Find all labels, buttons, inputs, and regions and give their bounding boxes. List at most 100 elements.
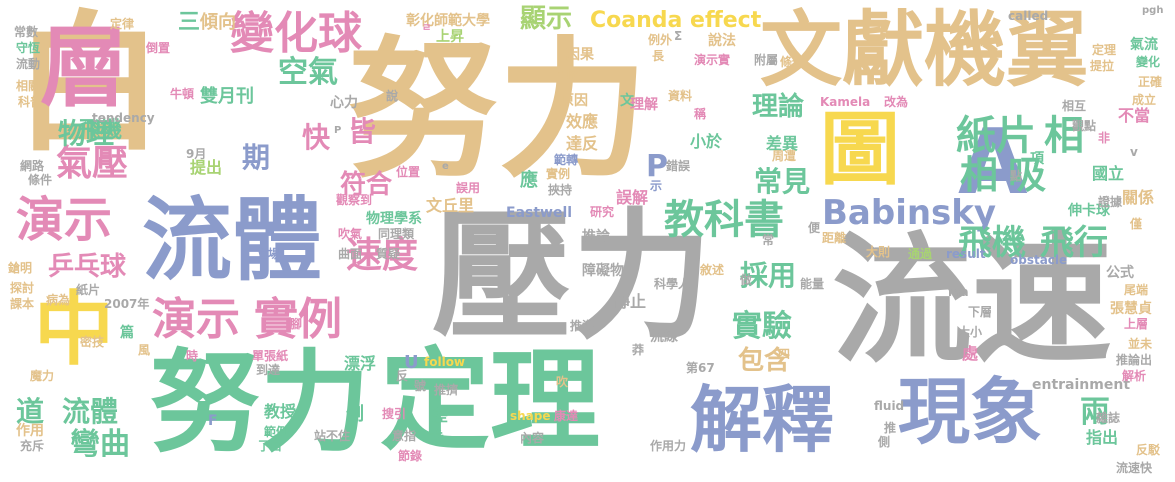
word-cloud-word: 範例 [264,425,289,439]
word-cloud-word: 篇 [120,325,134,341]
word-cloud-word: 康達 [554,409,579,423]
word-cloud-word: entrainment [1032,377,1131,393]
word-cloud-word: 推論出 [1116,353,1153,367]
word-cloud-word: 相關 [16,79,41,93]
word-cloud-word: 位置 [396,165,421,179]
word-cloud-word: 風 [138,343,151,357]
word-cloud-word: 網路 [20,159,45,173]
word-cloud-word: 流體 [62,395,119,428]
word-cloud-word: 四 [778,347,791,361]
word-cloud-word: 演示實 [694,53,731,67]
word-cloud-word: 魔力 [30,369,55,383]
word-cloud-word: 倒置 [146,41,171,55]
word-cloud-word: 演示 [16,192,113,248]
word-cloud-word: 反駁 [1136,443,1161,457]
word-cloud-word: 常見 [754,165,811,198]
word-cloud-word: 點 [1010,169,1023,183]
word-cloud-word: Σ [674,29,683,43]
word-cloud-word: 定理 [380,337,600,465]
word-cloud-word: 誤解 [616,188,649,207]
word-cloud-word: 不當 [1118,106,1151,125]
word-cloud-word: 傾向 [200,12,236,33]
word-cloud-word: 相 [960,153,999,197]
word-cloud-word: 研究 [590,205,615,219]
word-cloud-word: 現象 [898,370,1043,454]
word-cloud-word: 常 [762,233,775,247]
word-cloud-word: follow [424,355,466,369]
word-cloud-word: e [442,161,449,172]
word-cloud-word: F [208,413,218,429]
word-cloud-word: 紙片 [76,283,101,297]
word-cloud-word: 常數 [14,25,39,39]
word-cloud-word: 誤用 [456,181,481,195]
word-cloud-word: 定律 [110,17,135,31]
word-cloud-word: 彰化師範大學 [406,13,490,29]
word-cloud-word: 資料 [668,89,693,103]
word-cloud-word: 非 [1098,131,1111,145]
word-cloud-word: 推論 [582,229,610,245]
word-cloud-word: 時 [186,349,199,363]
word-cloud-word: 改為 [884,95,909,109]
word-cloud-word: result [946,247,986,261]
word-cloud-word: 推擠 [434,383,459,397]
word-cloud-word: 解釋 [690,378,835,462]
word-cloud-word: 文丘里 [426,196,475,215]
word-cloud-word: 說法 [708,33,736,49]
word-cloud-word: 課本 [10,297,35,311]
word-cloud-word: 挾持 [548,183,573,197]
word-cloud-word: 雜誌 [1096,411,1121,425]
word-cloud-word: 內容 [520,431,545,445]
word-cloud-word: 質疑 [376,247,401,261]
word-cloud-word: 能量 [800,277,825,291]
word-cloud-word: Eastwell [506,205,573,221]
word-cloud-word: 例 [346,404,364,425]
word-cloud-word: 範轉 [554,153,579,167]
word-cloud-word: Babinsky [822,193,997,233]
word-cloud-word: ma [948,285,969,299]
word-cloud-word: 漂浮 [344,354,377,373]
word-cloud-word: 下層 [968,305,993,319]
word-cloud-word: 知名 [558,67,583,81]
word-cloud-word: 作用 [16,423,44,439]
word-cloud-word: 通過 [908,247,933,261]
word-cloud-word: 應 [520,170,538,191]
word-cloud-word: A [958,110,1028,215]
word-cloud-word: 上昇 [436,29,464,45]
word-cloud-word: 腳 [290,317,303,331]
word-cloud-word: 教授 [264,402,297,421]
word-cloud-word: 意指 [392,429,417,443]
word-cloud-word: 牛頓 [170,87,195,101]
word-cloud-word: 搜引 [382,407,407,421]
word-cloud-word: 變化 [1136,55,1161,69]
word-cloud-word: 號 [414,379,427,393]
word-cloud-word: 反 [396,369,409,383]
word-cloud-word: 探討 [10,281,35,295]
word-cloud-word: 病為 [46,293,71,307]
word-cloud-word: 提出 [190,158,223,177]
word-cloud-word: 演示 [152,294,240,345]
word-cloud-word: 稱 [694,107,707,121]
word-cloud-word: 張慧貞 [1110,301,1152,317]
word-cloud-word: 了白 [258,439,283,453]
word-cloud-word: 科普 [18,95,43,109]
word-cloud-word: 飛行 [1040,223,1108,263]
word-cloud-word: 採用 [740,259,797,292]
word-cloud-word: 飛機 [958,223,1026,263]
word-cloud-word: 物理學系 [366,211,422,227]
word-cloud-word: 大則 [866,245,891,259]
word-cloud-word: 上層 [1124,317,1149,331]
word-cloud-word: Kamela [820,95,871,109]
word-cloud-word: 乒乓球 [48,252,127,282]
word-cloud-word: 顯示 [520,4,573,34]
word-cloud-word: 科學人 [654,277,691,291]
word-cloud-word: fluid [874,399,905,413]
word-cloud-word: 做 [740,273,753,287]
word-cloud-word: P [334,125,342,136]
word-cloud-word: 關係 [1122,188,1155,207]
word-cloud-word: 物理 [58,117,115,150]
word-cloud-word: 吹氣 [338,227,363,241]
word-cloud-word: 理解 [630,97,658,113]
word-cloud-word: 指出 [1086,428,1119,447]
word-cloud-word: 第67 [686,361,715,375]
